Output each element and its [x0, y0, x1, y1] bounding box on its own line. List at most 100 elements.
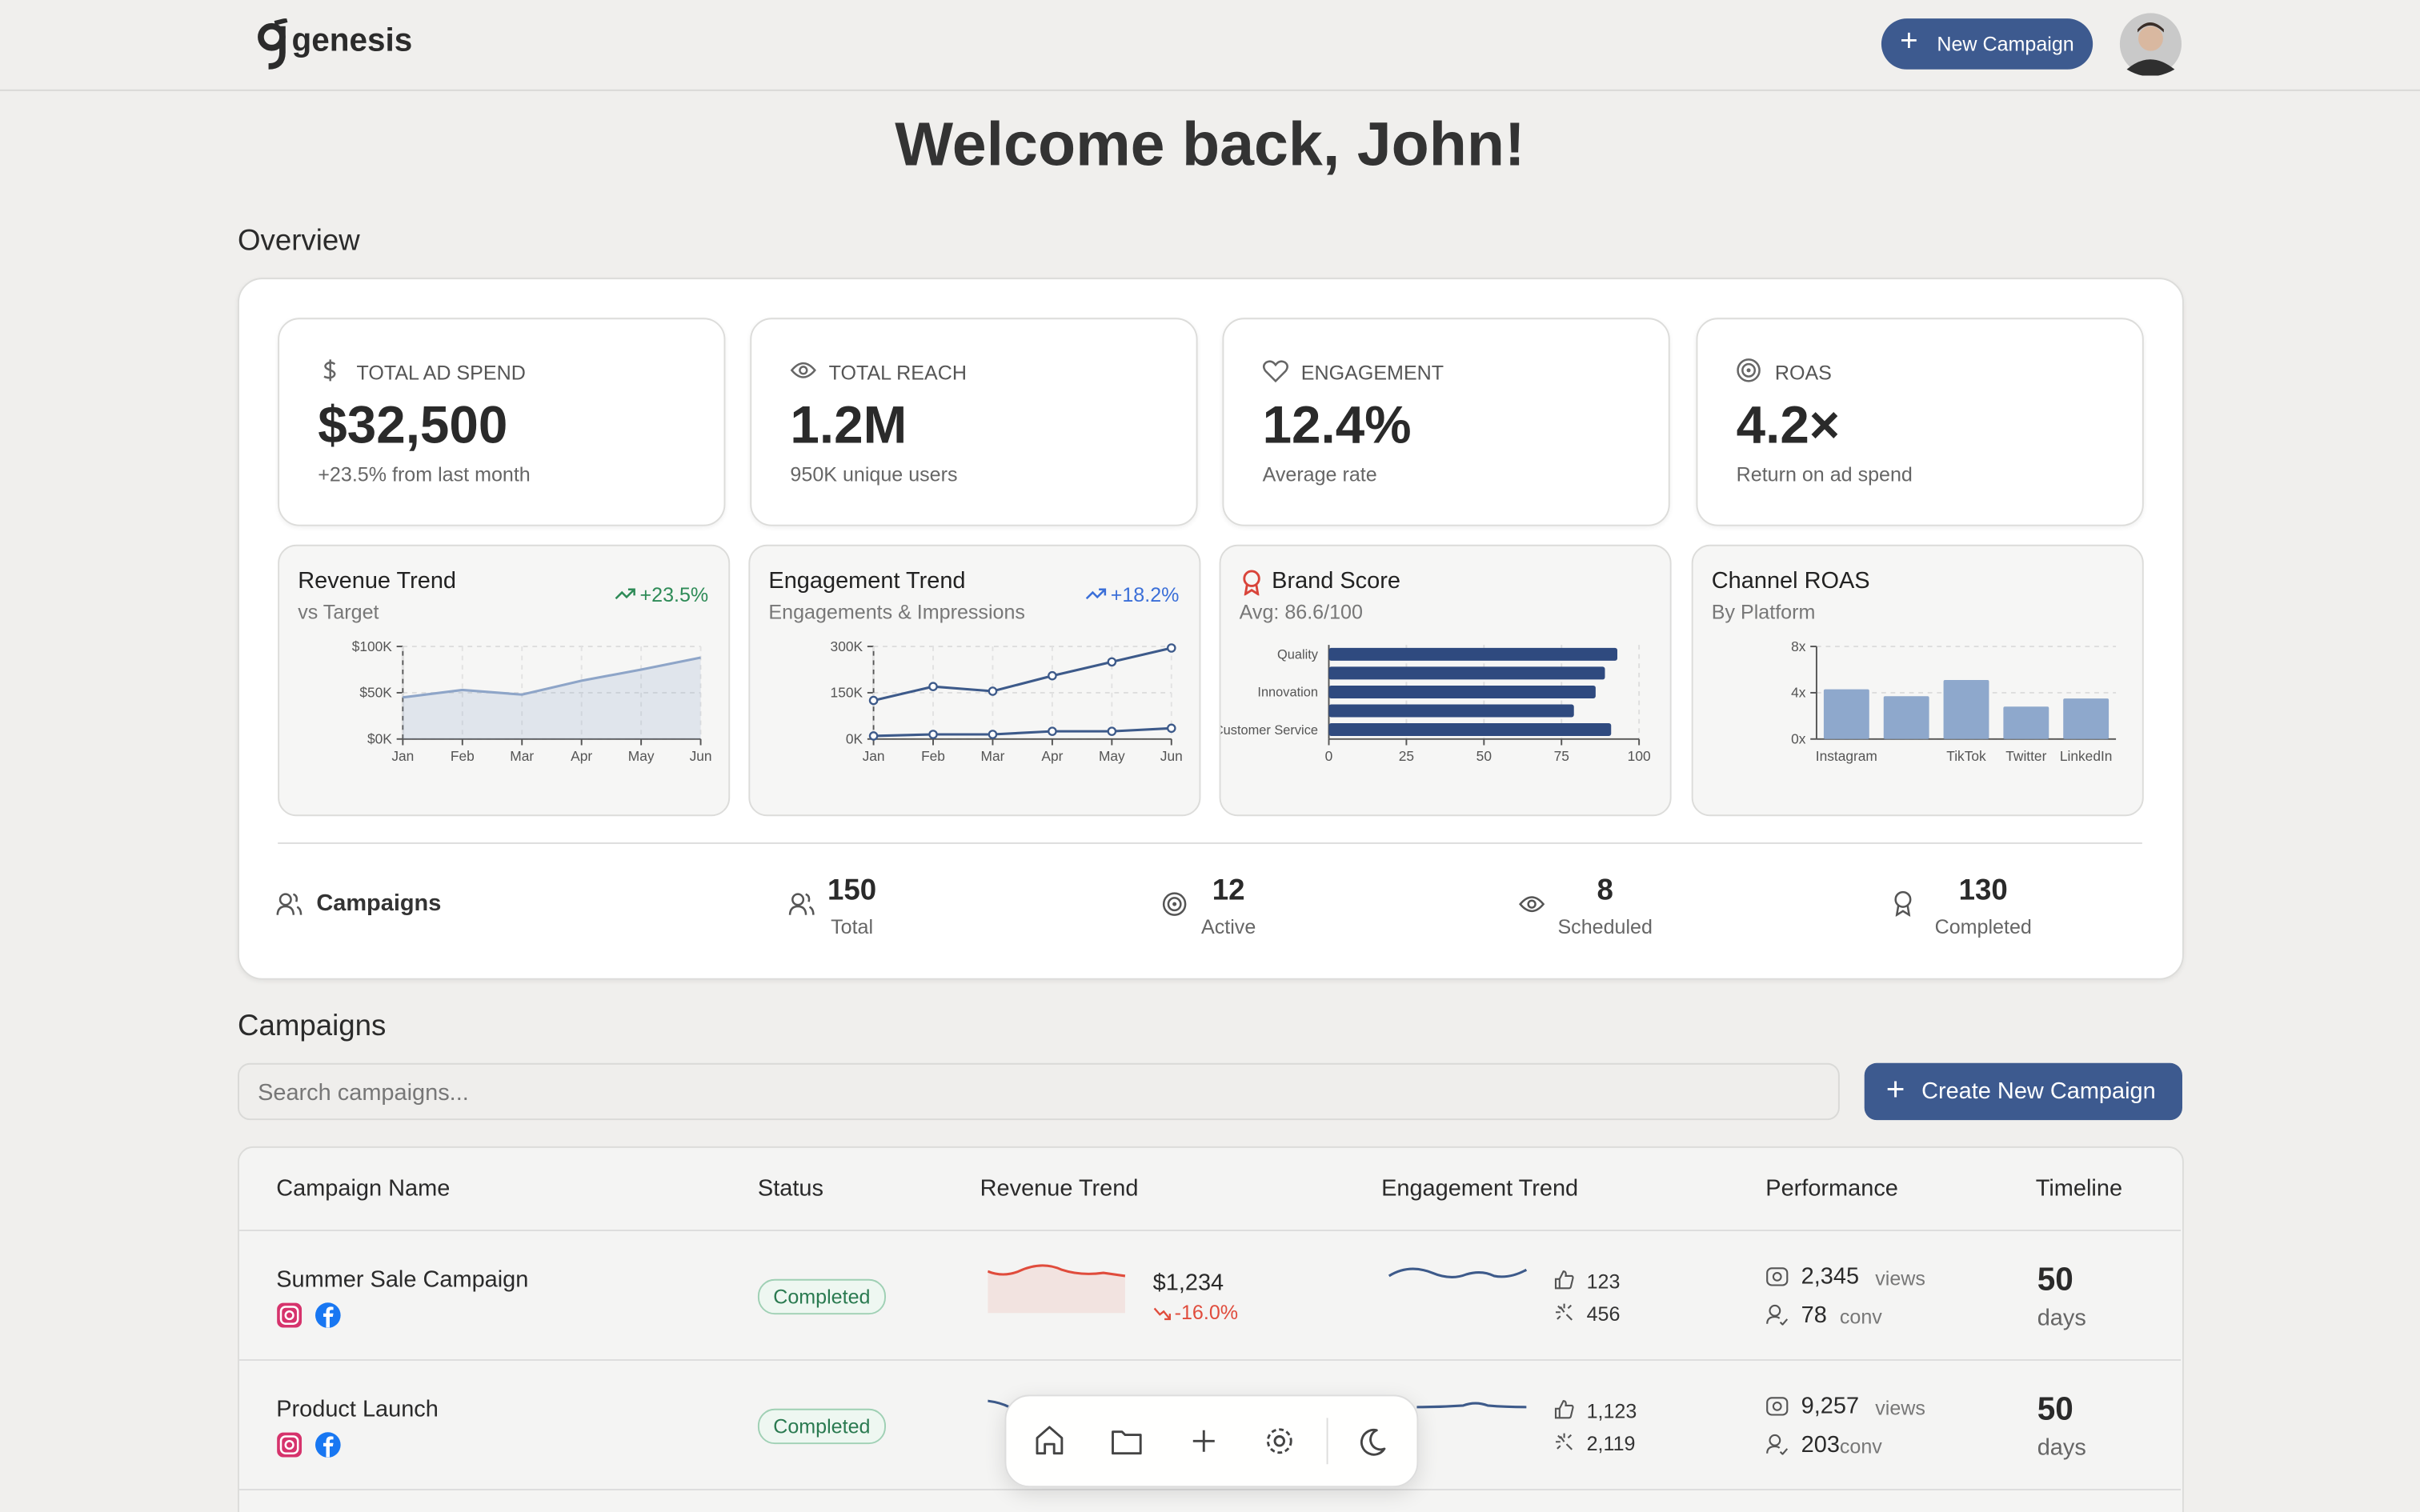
bar: [1328, 666, 1605, 680]
conversion-icon-part: [1766, 1445, 1789, 1455]
stat-note: Return on ad spend: [1736, 462, 1913, 486]
timeline-days: 50: [2037, 1391, 2073, 1427]
avatar[interactable]: [2119, 12, 2182, 76]
conversion-icon-part: [1769, 1434, 1781, 1446]
x-tick-label: Twitter: [2005, 748, 2046, 764]
x-tick-label: 0: [1325, 748, 1333, 764]
revenue-sparkline: [988, 1264, 1126, 1314]
views-count: 2,345: [1801, 1263, 1860, 1290]
new-campaign-button[interactable]: + New Campaign: [1881, 18, 2093, 70]
column-header: Timeline: [2035, 1175, 2123, 1202]
facebook-icon: [315, 1302, 341, 1328]
conversion-icon: [1766, 1304, 1789, 1326]
search-placeholder: Search campaigns...: [258, 1079, 469, 1106]
dock-icons: [1036, 1418, 1386, 1465]
bar: [1328, 723, 1612, 737]
y-tick-label: Customer Service: [1220, 723, 1318, 738]
x-tick-label: Feb: [451, 748, 475, 764]
x-tick-label: May: [628, 748, 655, 764]
y-tick-label: 300K: [831, 638, 863, 654]
settings-icon[interactable]: [1273, 1435, 1286, 1447]
bar: [2003, 706, 2049, 739]
y-tick-label: Innovation: [1257, 686, 1318, 700]
row-divider: [238, 1230, 2182, 1231]
revenue-value: $1,234: [1152, 1270, 1224, 1296]
folder-icon[interactable]: [1112, 1430, 1142, 1455]
timeline-days: 50: [2037, 1262, 2073, 1298]
summary-value: 8: [1597, 874, 1613, 907]
y-tick-label: Quality: [1277, 648, 1319, 662]
instagram-icon: [277, 1432, 302, 1458]
bar: [1328, 685, 1596, 698]
y-tick-label: $0K: [367, 731, 392, 747]
section-title: Campaigns: [237, 1010, 387, 1043]
home-icon[interactable]: [1036, 1426, 1064, 1455]
column-header: Performance: [1765, 1175, 1898, 1202]
column-header: Status: [757, 1175, 823, 1202]
y-tick-label: 150K: [831, 685, 863, 701]
stat-value: 1.2M: [790, 396, 908, 455]
theme-icon[interactable]: [1360, 1428, 1386, 1456]
summary-label: Campaigns: [316, 890, 442, 917]
stat-value: 4.2×: [1736, 396, 1841, 455]
conversions-count: 78: [1801, 1302, 1827, 1329]
x-tick-label: Apr: [1041, 748, 1063, 764]
bar: [1328, 704, 1574, 718]
instagram-icon: [277, 1302, 302, 1328]
line: [873, 726, 1172, 738]
x-tick-label: Feb: [921, 748, 945, 764]
point: [1107, 726, 1117, 736]
logo-text: genesis: [291, 22, 413, 59]
x-tick-label: Jun: [690, 748, 712, 764]
dock: [1004, 1394, 1419, 1488]
x-tick-label: May: [1099, 748, 1125, 764]
welcome-heading: Welcome back, John!: [895, 110, 1525, 179]
shares-count: 456: [1586, 1302, 1621, 1326]
x-tick-label: Jan: [863, 748, 885, 764]
divider: [278, 842, 2142, 844]
views-icon: [1766, 1397, 1789, 1416]
x-tick-label: Apr: [571, 748, 592, 764]
views-icon-part: [1766, 1397, 1789, 1416]
like-icon: [1554, 1400, 1574, 1419]
button-label: Create New Campaign: [1921, 1078, 2156, 1105]
chart: 0x 4x 8x Instagram TikTok Twitter LinkedIn: [1791, 638, 2117, 764]
badge-text: +18.2%: [1110, 582, 1180, 606]
bar: [1943, 680, 1989, 739]
x-tick-label: Jun: [1160, 748, 1183, 764]
stat-card: TOTAL REACH 1.2M 950K unique users: [750, 318, 1198, 526]
create-campaign-button[interactable]: + Create New Campaign: [1864, 1062, 2182, 1121]
timeline-unit: days: [2037, 1434, 2086, 1462]
revenue-sparkline-part: [988, 1265, 1125, 1314]
column-header: Engagement Trend: [1381, 1175, 1579, 1202]
summary-value: 150: [827, 874, 877, 907]
point: [928, 730, 938, 739]
y-tick-label: 0K: [846, 731, 863, 747]
conversion-icon-part: [1769, 1304, 1781, 1317]
bar: [2063, 698, 2109, 739]
line: [873, 646, 1172, 702]
instagram-icon-part: [277, 1432, 302, 1458]
section-title: Overview: [237, 225, 360, 258]
add-icon[interactable]: [1192, 1430, 1215, 1452]
conversion-icon: [1766, 1434, 1789, 1455]
point: [1166, 723, 1176, 734]
x-tick-label: 25: [1399, 748, 1414, 764]
chart-title: Revenue Trend: [298, 567, 457, 594]
chart-card: Revenue Trend vs Target +23.5% $0K $50K $1…: [278, 544, 731, 817]
chart-subtitle: vs Target: [298, 600, 379, 624]
area: [403, 657, 701, 739]
summary-item-label: Scheduled: [1557, 914, 1653, 938]
point: [1107, 657, 1117, 667]
summary-value: 130: [1958, 874, 2008, 907]
status-badge: Completed: [757, 1278, 886, 1315]
engagement-sparkline: [1388, 1267, 1528, 1278]
chart-title: Brand Score: [1272, 567, 1400, 594]
search-input[interactable]: Search campaigns...: [237, 1062, 1840, 1121]
campaign-name: Summer Sale Campaign: [276, 1266, 529, 1294]
x-tick-label: Instagram: [1816, 748, 1877, 764]
stat-card: ROAS 4.2× Return on ad spend: [1696, 318, 2144, 526]
icon: [323, 359, 336, 382]
